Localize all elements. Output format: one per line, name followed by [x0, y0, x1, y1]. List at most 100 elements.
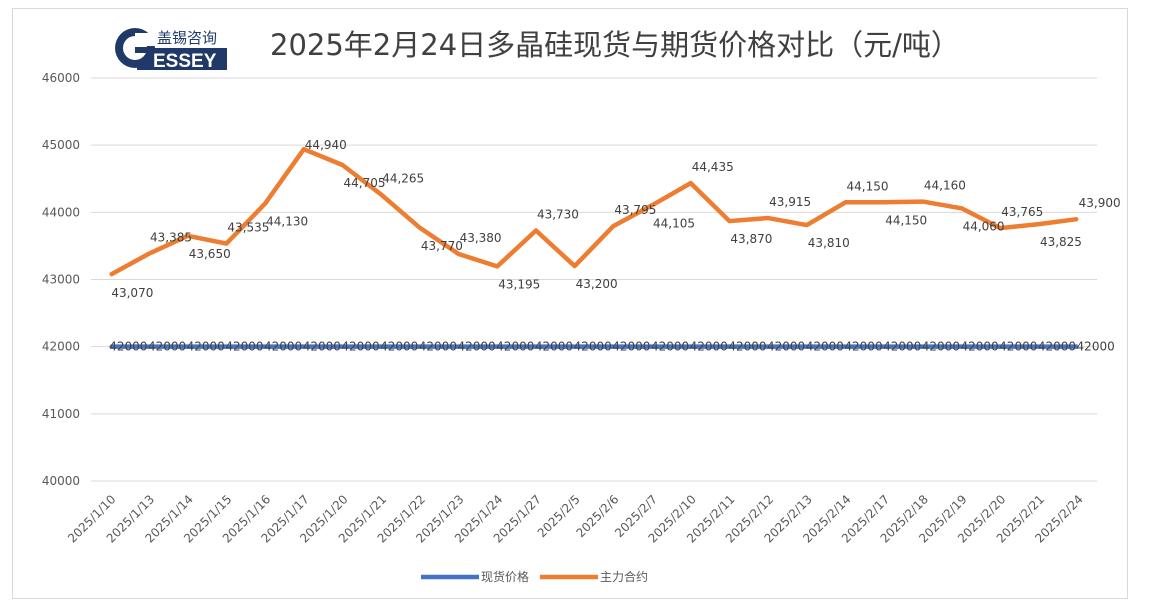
data-point	[651, 345, 654, 348]
data-point	[883, 345, 886, 348]
chart-frame	[12, 8, 1128, 599]
data-label: 44,105	[653, 216, 695, 230]
data-label: 42000	[651, 340, 689, 354]
data-point	[844, 201, 847, 204]
data-point	[302, 148, 305, 151]
data-point	[844, 345, 847, 348]
data-label: 42000	[264, 340, 302, 354]
data-label: 44,060	[963, 219, 1005, 233]
data-point	[341, 163, 344, 166]
data-point	[805, 224, 808, 227]
data-point	[767, 217, 770, 220]
data-point	[999, 345, 1002, 348]
data-label: 44,130	[266, 215, 308, 229]
data-point	[960, 207, 963, 210]
data-label: 42000	[535, 340, 573, 354]
data-point	[225, 242, 228, 245]
data-point	[767, 345, 770, 348]
chart-title: 2025年2月24日多晶硅现货与期货价格对比（元/吨）	[270, 28, 960, 62]
gessey-logo: 盖锡咨询 ESSEY	[113, 23, 227, 73]
data-label: 42000	[496, 340, 534, 354]
y-tick-label: 41000	[42, 407, 80, 421]
y-tick-label: 40000	[42, 474, 80, 488]
data-label: 43,795	[614, 203, 656, 217]
data-point	[148, 252, 151, 255]
data-label: 43,765	[1001, 205, 1043, 219]
data-point	[457, 345, 460, 348]
data-point	[534, 229, 537, 232]
data-point	[380, 193, 383, 196]
data-point	[999, 227, 1002, 230]
data-label: 43,380	[460, 231, 502, 245]
data-label: 43,535	[227, 221, 269, 235]
data-point	[418, 226, 421, 229]
data-point	[728, 345, 731, 348]
data-point	[728, 220, 731, 223]
data-point	[302, 345, 305, 348]
data-label: 43,770	[421, 239, 463, 253]
data-label: 44,150	[885, 213, 927, 227]
data-point	[921, 200, 924, 203]
data-point	[186, 234, 189, 237]
data-point	[612, 345, 615, 348]
data-point	[264, 345, 267, 348]
data-label: 43,810	[808, 236, 850, 250]
data-label: 42000	[883, 340, 921, 354]
data-point	[1076, 345, 1079, 348]
data-label: 43,900	[1079, 196, 1121, 210]
data-label: 44,160	[924, 179, 966, 193]
data-point	[380, 345, 383, 348]
y-tick-label: 42000	[42, 340, 80, 354]
data-point	[805, 345, 808, 348]
data-point	[960, 345, 963, 348]
data-point	[186, 345, 189, 348]
data-point	[534, 345, 537, 348]
y-tick-label: 45000	[42, 138, 80, 152]
data-label: 42000	[380, 340, 418, 354]
data-label: 44,265	[382, 172, 424, 186]
data-label: 43,385	[150, 231, 192, 245]
data-label: 43,825	[1040, 235, 1082, 249]
data-label: 42000	[574, 340, 612, 354]
data-label: 42000	[341, 340, 379, 354]
svg-text:ESSEY: ESSEY	[153, 51, 217, 72]
data-label: 42000	[844, 340, 882, 354]
data-label: 42000	[960, 340, 998, 354]
data-point	[496, 265, 499, 268]
data-label: 42000	[1077, 340, 1115, 354]
legend-label: 主力合约	[600, 569, 648, 584]
data-label: 43,200	[576, 277, 618, 291]
data-label: 42000	[419, 340, 457, 354]
data-label: 42000	[109, 340, 147, 354]
data-point	[148, 345, 151, 348]
data-label: 42000	[187, 340, 225, 354]
data-point	[1037, 345, 1040, 348]
data-label: 42000	[148, 340, 186, 354]
data-point	[921, 345, 924, 348]
data-point	[689, 182, 692, 185]
data-label: 43,730	[537, 207, 579, 221]
data-label: 43,195	[498, 277, 540, 291]
data-point	[651, 204, 654, 207]
data-point	[689, 345, 692, 348]
y-tick-label: 44000	[42, 205, 80, 219]
data-label: 42000	[225, 340, 263, 354]
data-label: 42000	[457, 340, 495, 354]
data-label: 44,940	[305, 138, 347, 152]
legend-label: 现货价格	[481, 569, 529, 584]
data-label: 44,435	[692, 160, 734, 174]
data-label: 42000	[999, 340, 1037, 354]
data-label: 43,650	[189, 247, 231, 261]
data-label: 42000	[767, 340, 805, 354]
data-point	[1076, 218, 1079, 221]
data-label: 42000	[690, 340, 728, 354]
data-point	[264, 202, 267, 205]
y-tick-label: 43000	[42, 273, 80, 287]
data-point	[573, 345, 576, 348]
data-label: 43,070	[111, 286, 153, 300]
data-label: 42000	[612, 340, 650, 354]
data-point	[109, 273, 112, 276]
data-point	[883, 201, 886, 204]
data-label: 42000	[728, 340, 766, 354]
